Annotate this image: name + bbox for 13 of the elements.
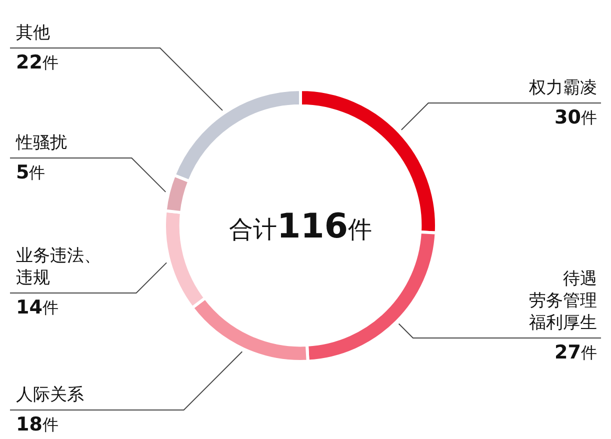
slice-label: 业务违法、违规 <box>16 246 101 288</box>
data-label: 22件 <box>16 51 58 74</box>
data-label: 27件 <box>554 341 597 364</box>
slice-label: 其他 <box>16 22 50 43</box>
data-label: 14件 <box>16 296 58 318</box>
data-label: 18件 <box>16 413 58 436</box>
slice-label: 人际关系 <box>16 384 84 405</box>
data-label: 30件 <box>554 106 597 128</box>
text: 合计116件 <box>229 206 372 246</box>
slice-label: 性骚扰 <box>15 132 67 153</box>
slice-label: 待遇劳务管理福利厚生 <box>529 268 597 333</box>
slice-label: 权力霸凌 <box>528 78 597 98</box>
data-label: 5件 <box>16 161 46 184</box>
